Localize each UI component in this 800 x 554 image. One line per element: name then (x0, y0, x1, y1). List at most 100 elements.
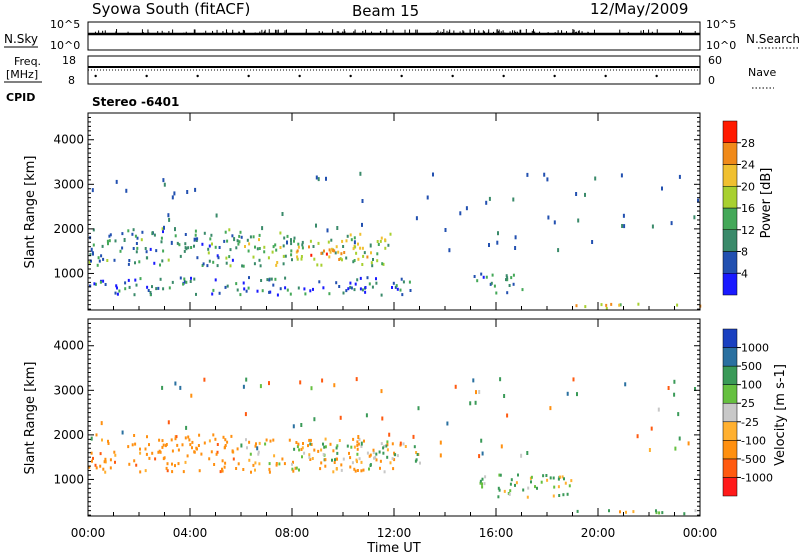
velocity-echo-cell (324, 464, 327, 468)
freq-dip (604, 74, 607, 78)
velocity-echo-cell (146, 435, 148, 439)
power-echo-cell (296, 257, 299, 261)
power-echo-cell (127, 278, 130, 282)
velocity-echo-cell (527, 486, 530, 490)
velocity-echo-cell (114, 460, 116, 464)
velocity-echo-cell (497, 495, 500, 499)
power-echo-cell (349, 285, 352, 289)
velocity-echo-cell (268, 462, 271, 466)
power-echo-cell (491, 273, 494, 277)
velocity-echo-cell (99, 452, 102, 456)
power-echo-cell (651, 224, 654, 229)
velocity-echo-cell (317, 449, 320, 453)
power-echo-cell (375, 281, 378, 285)
power-echo-cell (139, 277, 142, 281)
velocity-echo-cell (694, 509, 697, 513)
power-echo-cell (212, 260, 215, 264)
velocity-echo-cell (356, 447, 359, 451)
velocity-echo-cell (292, 469, 295, 473)
power-echo-cell (473, 275, 476, 278)
velocity-echo-cell (154, 457, 157, 461)
velocity-echo-cell (321, 378, 324, 383)
xtick-label: 20:00 (581, 526, 616, 540)
freq-tick-top: 18 (62, 54, 76, 67)
velocity-echo-cell (557, 477, 560, 481)
velocity-echo-cell (483, 482, 486, 486)
velocity-echo-cell (479, 479, 482, 483)
velocity-echo-cell (520, 453, 523, 458)
power-echo-cell (170, 240, 173, 245)
power-echo-cell (619, 303, 622, 307)
velocity-echo-cell (363, 439, 365, 443)
power-echo-cell (575, 192, 578, 196)
velocity-echo-cell (655, 509, 657, 513)
velocity-echo-cell (509, 489, 512, 493)
power-echo-cell (159, 263, 161, 267)
power-echo-cell (356, 278, 359, 282)
power-echo-cell (678, 174, 681, 179)
power-colorbar-label: 8 (741, 246, 748, 259)
power-echo-cell (618, 303, 621, 307)
power-echo-cell (121, 232, 124, 236)
power-echo-cell (144, 247, 147, 250)
velocity-echo-cell (379, 459, 382, 463)
station-title: Syowa South (fitACF) (92, 0, 250, 18)
power-echo-cell (249, 235, 252, 239)
power-echo-cell (309, 239, 312, 243)
velocity-echo-cell (311, 457, 314, 460)
velocity-echo-cell (396, 454, 399, 458)
power-echo-cell (345, 289, 348, 293)
velocity-echo-cell (372, 451, 375, 455)
xtick-label: 04:00 (173, 526, 208, 540)
velocity-echo-cell (102, 467, 105, 471)
power-echo-cell (465, 206, 468, 211)
xtick-label: 00:00 (683, 526, 718, 540)
power-echo-cell (637, 302, 640, 306)
power-echo-cell (162, 249, 165, 253)
power-colorbar-label: Power [dB] (759, 168, 774, 239)
power-echo-cell (290, 238, 292, 243)
velocity-echo-cell (259, 384, 262, 389)
power-echo-cell (335, 245, 338, 249)
velocity-echo-cell (191, 440, 194, 444)
power-echo-cell (318, 280, 321, 284)
velocity-echo-cell (336, 444, 339, 448)
velocity-colorbar-swatch (722, 365, 738, 385)
power-echo-cell (160, 236, 163, 240)
power-echo-cell (575, 304, 578, 308)
power-echo-cell (510, 276, 513, 280)
power-echo-cell (193, 244, 195, 248)
power-echo-cell (231, 258, 234, 262)
power-echo-cell (505, 274, 508, 278)
power-echo-cell (676, 303, 679, 307)
power-echo-cell (155, 249, 158, 253)
velocity-echo-cell (522, 488, 525, 492)
velocity-echo-cell (145, 452, 148, 456)
power-echo-cell (399, 288, 402, 292)
power-colorbar-label: 4 (741, 267, 748, 280)
power-echo-cell (377, 243, 380, 246)
power-echo-cell (193, 237, 196, 242)
velocity-echo-cell (357, 442, 360, 446)
velocity-echo-cell (104, 470, 107, 474)
velocity-echo-cell (625, 510, 627, 514)
velocity-echo-cell (481, 485, 484, 489)
power-echo-cell (490, 281, 493, 285)
power-echo-cell (293, 236, 296, 240)
power-echo-cell (375, 277, 377, 281)
velocity-echo-cell (109, 466, 112, 470)
velocity-echo-cell (171, 462, 173, 466)
power-echo-cell (214, 245, 217, 249)
power-echo-cell (370, 251, 372, 255)
power-echo-cell (173, 191, 176, 196)
power-echo-cell (323, 249, 325, 253)
velocity-echo-cell (171, 470, 174, 474)
power-echo-cell (195, 239, 198, 242)
power-echo-cell (312, 245, 315, 248)
velocity-echo-cell (242, 384, 245, 389)
velocity-echo-cell (248, 440, 251, 444)
power-echo-cell (114, 291, 117, 295)
power-y-axis: 1000 2000 3000 4000 (53, 116, 700, 310)
freq-panel: Freq. [MHz] 18 8 60 0 Nave (4, 54, 776, 89)
velocity-echo-cell (245, 377, 248, 382)
